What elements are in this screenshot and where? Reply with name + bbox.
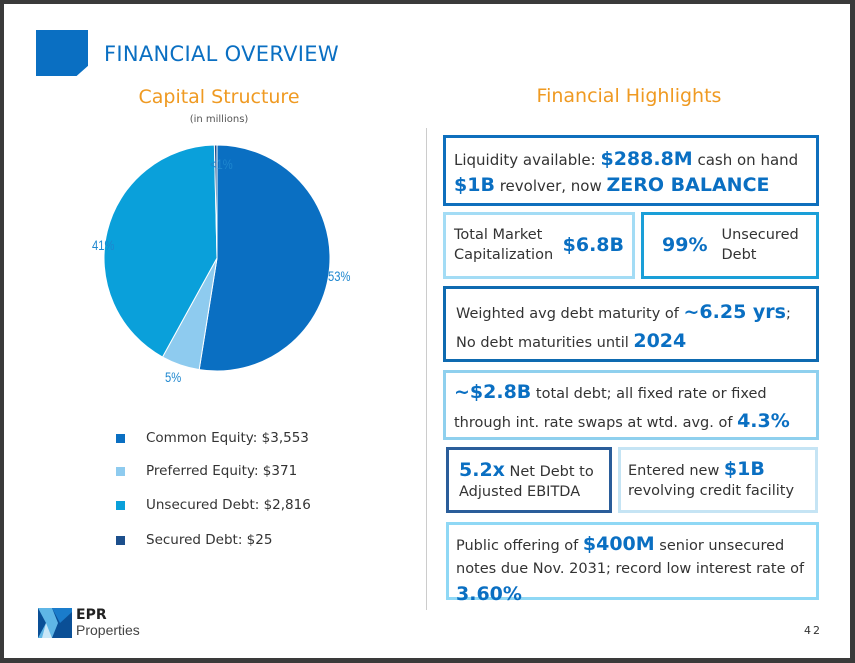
pie-label-secured: <1% (210, 156, 233, 172)
pie-label-preferred: 5% (165, 369, 182, 385)
legend-item: Secured Debt: $25 (116, 532, 272, 548)
liquidity-box: Liquidity available: $288.8M cash on han… (443, 135, 819, 206)
logo-text: EPR (76, 607, 107, 623)
legend-swatch (116, 500, 125, 510)
pie-label-common: 53% (328, 268, 351, 284)
pie-slice-common-equity (198, 144, 331, 372)
pie-label-unsecured: 41% (92, 237, 115, 253)
pie-slice-secured-debt (213, 144, 218, 259)
credit-facility-box: Entered new $1B revolving credit facility (618, 447, 818, 513)
legend-item: Preferred Equity: $371 (116, 463, 297, 479)
market-cap-box: Total Market Capitalization $6.8B (443, 212, 635, 279)
offering-box: Public offering of $400M senior unsecure… (446, 522, 819, 605)
chart-title: Capital Structure (138, 86, 300, 108)
legend-item: Common Equity: $3,553 (116, 430, 309, 446)
chart-subtitle: (in millions) (189, 114, 249, 125)
page-number: 42 (804, 624, 822, 637)
legend-swatch (116, 466, 125, 476)
maturity-box: Weighted avg debt maturity of ~6.25 yrs;… (443, 286, 819, 362)
divider (426, 128, 427, 610)
legend-swatch (116, 433, 125, 443)
logo-subtext: Properties (76, 622, 140, 638)
highlights-title: Financial Highlights (536, 85, 722, 107)
slide: FINANCIAL OVERVIEW Capital Structure (in… (4, 4, 850, 658)
legend-label: Unsecured Debt: $2,816 (146, 497, 311, 513)
pie-chart (103, 144, 331, 372)
legend-swatch (116, 535, 125, 545)
legend-label: Preferred Equity: $371 (146, 463, 298, 479)
legend-label: Secured Debt: $25 (146, 532, 273, 548)
net-debt-box: 5.2x Net Debt to Adjusted EBITDA (446, 447, 612, 513)
legend-label: Common Equity: $3,553 (146, 430, 309, 446)
unsecured-debt-box: 99% Unsecured Debt (641, 212, 819, 279)
page-title: FINANCIAL OVERVIEW (104, 42, 339, 66)
pie-slice-unsecured-debt (103, 144, 218, 358)
legend-item: Unsecured Debt: $2,816 (116, 497, 311, 513)
total-debt-box: ~$2.8B total debt; all fixed rate or fix… (443, 370, 819, 440)
epr-logo-icon (38, 608, 72, 638)
header-block-icon (36, 30, 88, 76)
